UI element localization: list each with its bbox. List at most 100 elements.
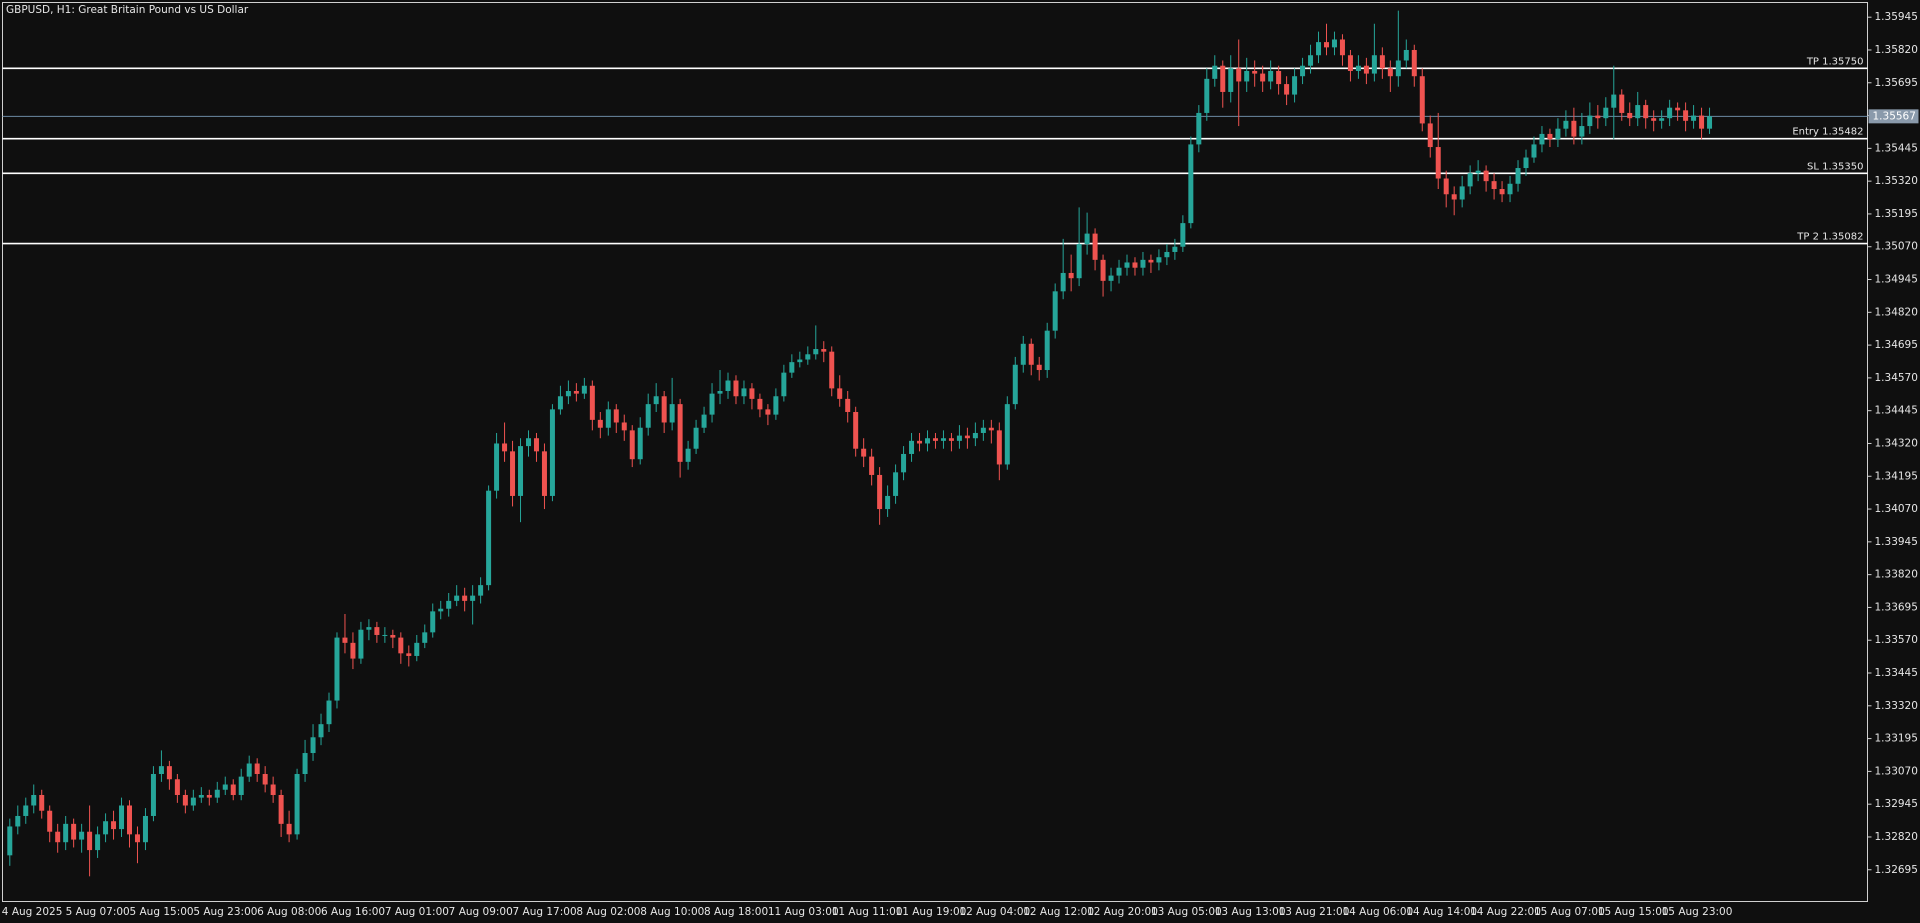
candle-body <box>47 810 53 832</box>
x-tick-label: 13 Aug 05:00 <box>1151 906 1222 918</box>
y-tick-label: 1.33320 <box>1875 700 1918 712</box>
y-tick-label: 1.35320 <box>1875 175 1918 187</box>
candle-body <box>661 396 667 423</box>
level-label: TP 1.35750 <box>1806 56 1864 67</box>
candle-body <box>1611 94 1617 108</box>
y-tick-label: 1.34445 <box>1875 405 1918 417</box>
candle-body <box>1531 144 1537 158</box>
candle-body <box>182 794 188 806</box>
candle-body <box>565 391 571 397</box>
x-tick-label: 7 Aug 09:00 <box>449 906 513 918</box>
candle-body <box>358 629 364 659</box>
candle-body <box>549 409 555 496</box>
x-tick-label: 15 Aug 15:00 <box>1598 906 1669 918</box>
y-tick-label: 1.35195 <box>1875 208 1918 220</box>
candle-body <box>1707 116 1713 129</box>
candle-body <box>1140 259 1146 268</box>
candle-body <box>150 774 156 816</box>
candle-body <box>1292 76 1298 95</box>
x-tick-label: 13 Aug 21:00 <box>1279 906 1350 918</box>
candle-body <box>502 443 508 452</box>
candle-body <box>1092 233 1098 260</box>
candle-body <box>462 595 468 601</box>
candle-body <box>79 831 85 840</box>
y-tick-label: 1.32820 <box>1875 831 1918 843</box>
candle-body <box>781 372 787 397</box>
candle-body <box>366 627 372 630</box>
candle-body <box>518 446 524 496</box>
candle-body <box>31 794 37 806</box>
candle-body <box>374 627 380 635</box>
x-tick-label: 15 Aug 07:00 <box>1534 906 1605 918</box>
candle-body <box>1683 110 1689 121</box>
candle-body <box>1316 42 1322 56</box>
candle-body <box>134 834 140 843</box>
x-tick-label: 14 Aug 22:00 <box>1470 906 1541 918</box>
candle-body <box>406 653 412 656</box>
candle-body <box>1236 68 1242 82</box>
x-tick-label: 14 Aug 06:00 <box>1342 906 1413 918</box>
candle-body <box>1547 133 1553 140</box>
candle-body <box>454 595 460 601</box>
x-tick-label: 6 Aug 16:00 <box>321 906 385 918</box>
candle-body <box>1363 65 1369 74</box>
candle-body <box>1124 262 1130 268</box>
current-price-label: 1.35567 <box>1873 110 1916 122</box>
candle-body <box>1044 330 1050 371</box>
candle-body <box>1419 76 1425 124</box>
candle-body <box>486 490 492 586</box>
candle-body <box>1571 120 1577 137</box>
candle-body <box>1579 126 1585 137</box>
candle-body <box>1308 55 1314 66</box>
candle-body <box>87 831 93 851</box>
candle-body <box>342 637 348 643</box>
candle-body <box>1627 112 1633 119</box>
candle-body <box>1108 275 1114 281</box>
x-tick-label: 7 Aug 17:00 <box>513 906 577 918</box>
candle-body <box>438 608 444 612</box>
candle-body <box>1643 105 1649 119</box>
x-tick-label: 11 Aug 03:00 <box>768 906 839 918</box>
candle-body <box>1539 133 1545 145</box>
candle-body <box>142 815 148 843</box>
candle-body <box>996 430 1002 465</box>
candle-body <box>1252 70 1258 74</box>
candle-body <box>789 362 795 373</box>
candle-body <box>1300 65 1306 77</box>
candle-body <box>1028 343 1034 365</box>
candle-body <box>1220 65 1226 92</box>
candle-body <box>1563 120 1569 129</box>
candle-body <box>1132 262 1138 268</box>
candle-body <box>278 794 284 824</box>
y-tick-label: 1.34820 <box>1875 306 1918 318</box>
candle-body <box>103 821 109 835</box>
candle-body <box>709 393 715 415</box>
candle-body <box>725 380 731 392</box>
y-tick-label: 1.33445 <box>1875 667 1918 679</box>
candle-body <box>573 391 579 394</box>
x-tick-label: 5 Aug 23:00 <box>193 906 257 918</box>
candle-body <box>494 443 500 491</box>
y-tick-label: 1.34945 <box>1875 274 1918 286</box>
candle-body <box>174 779 180 795</box>
candle-body <box>310 737 316 754</box>
candle-body <box>1004 404 1010 465</box>
candle-body <box>813 349 819 355</box>
candle-body <box>1188 144 1194 224</box>
y-tick-label: 1.33570 <box>1875 634 1918 646</box>
y-tick-label: 1.34570 <box>1875 372 1918 384</box>
x-tick-label: 15 Aug 23:00 <box>1662 906 1733 918</box>
candle-body <box>302 753 308 775</box>
candle-body <box>972 432 978 439</box>
candle-body <box>214 789 220 798</box>
candle-body <box>1675 107 1681 111</box>
y-tick-label: 1.35820 <box>1875 44 1918 56</box>
x-tick-label: 12 Aug 04:00 <box>959 906 1030 918</box>
candle-body <box>885 495 891 510</box>
x-tick-label: 11 Aug 19:00 <box>896 906 967 918</box>
candle-body <box>605 409 611 428</box>
candle-body <box>190 797 196 806</box>
candle-body <box>1339 39 1345 56</box>
